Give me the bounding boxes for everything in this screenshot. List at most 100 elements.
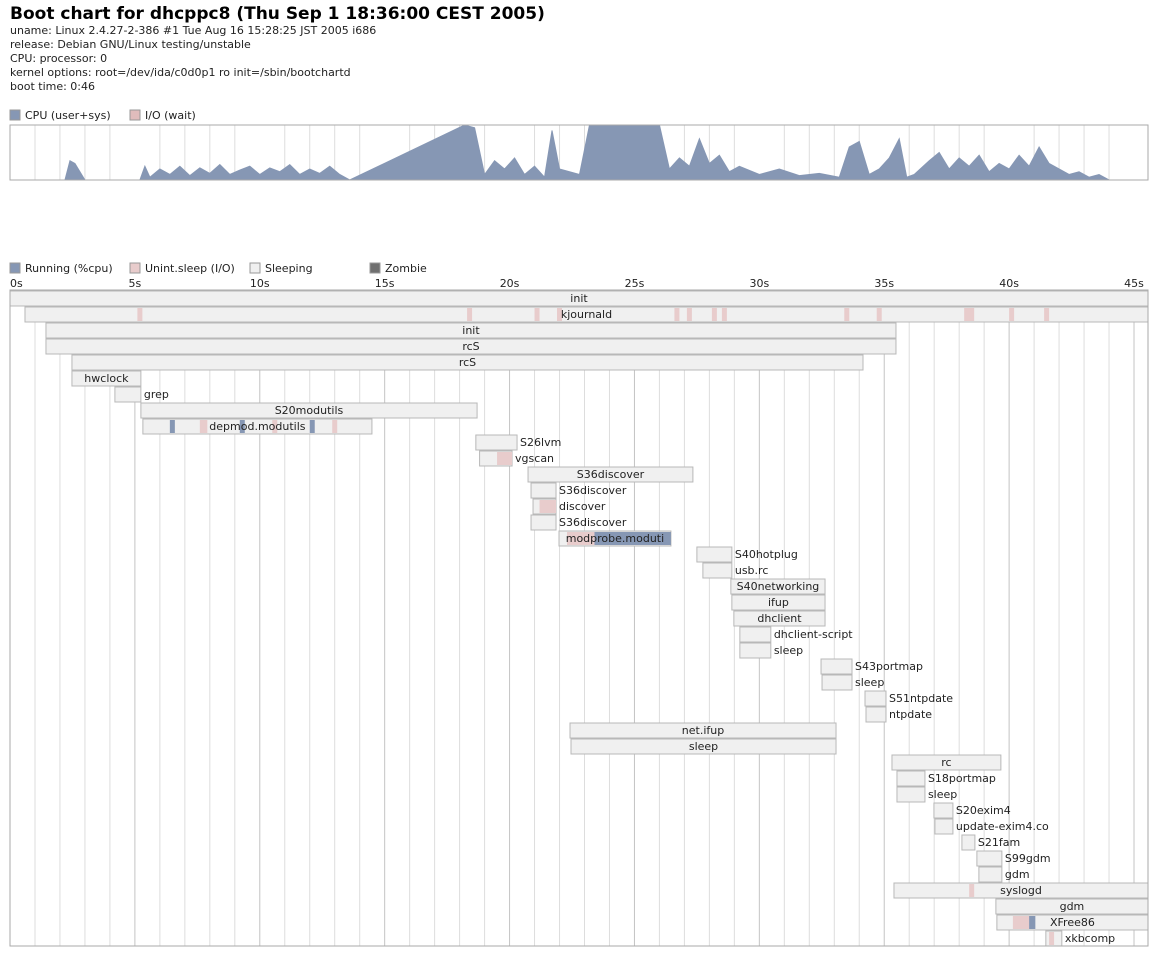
process-label: discover: [559, 500, 606, 513]
process-bar: [731, 594, 826, 611]
process-label: vgscan: [515, 452, 554, 465]
process-label: gdm: [1060, 900, 1085, 913]
process-bar: [821, 674, 853, 691]
legend-label: Running (%cpu): [25, 262, 113, 275]
process-label: net.ifup: [682, 724, 724, 737]
x-tick-label: 35s: [874, 277, 894, 290]
cpu-segment: [239, 420, 245, 433]
io-segment: [674, 308, 680, 321]
process-label: sleep: [928, 788, 957, 801]
x-tick-label: 5s: [129, 277, 142, 290]
process-label: S36discover: [559, 516, 627, 529]
legend-label: Zombie: [385, 262, 427, 275]
process-bar: [739, 626, 772, 643]
io-segment: [332, 420, 338, 433]
legend-swatch: [129, 262, 141, 274]
legend-swatch: [9, 109, 21, 121]
chart-title: Boot chart for dhcppc8 (Thu Sep 1 18:36:…: [10, 4, 545, 24]
process-label: dhclient-script: [774, 628, 853, 641]
process-bar: [978, 866, 1003, 883]
process-bar: [45, 322, 897, 339]
process-bar: [896, 786, 926, 803]
process-bar: [865, 706, 887, 723]
process-bar: [569, 722, 837, 739]
process-bar: [820, 658, 853, 675]
io-segment: [497, 452, 513, 465]
process-bar: [864, 690, 887, 707]
io-segment: [567, 532, 595, 545]
process-bar: [976, 850, 1003, 867]
process-bar: [527, 466, 694, 483]
process-bar: [730, 578, 826, 595]
legend-label: I/O (wait): [145, 109, 196, 122]
process-label: rcS: [459, 356, 476, 369]
io-segment: [964, 308, 975, 321]
x-tick-label: 45s: [1124, 277, 1144, 290]
io-segment: [721, 308, 727, 321]
x-tick-label: 20s: [500, 277, 520, 290]
process-bar: [739, 642, 772, 659]
process-label: xkbcomp: [1065, 932, 1115, 945]
header-line: uname: Linux 2.4.27-2-386 #1 Tue Aug 16 …: [10, 24, 376, 37]
io-segment: [1049, 932, 1055, 945]
process-label: S21fam: [978, 836, 1020, 849]
process-label: rcS: [462, 340, 479, 353]
header-line: CPU: processor: 0: [10, 52, 107, 65]
process-label: S36discover: [559, 484, 627, 497]
x-tick-label: 40s: [999, 277, 1019, 290]
process-label: sleep: [855, 676, 884, 689]
process-label: S20exim4: [956, 804, 1011, 817]
io-segment: [534, 308, 540, 321]
io-segment: [844, 308, 850, 321]
process-label: XFree86: [1050, 916, 1095, 929]
process-bar: [570, 738, 837, 755]
cpu-segment: [169, 420, 175, 433]
process-label: S51ntpdate: [889, 692, 953, 705]
x-tick-label: 25s: [625, 277, 645, 290]
cpu-segment: [594, 532, 671, 545]
process-label: modprobe.moduti: [566, 532, 664, 545]
header-line: kernel options: root=/dev/ida/c0d0p1 ro …: [10, 66, 351, 79]
x-tick-label: 30s: [749, 277, 769, 290]
process-bar: [702, 562, 733, 579]
io-segment: [1044, 308, 1050, 321]
process-label: dhclient: [757, 612, 802, 625]
x-tick-label: 15s: [375, 277, 395, 290]
process-bar: [896, 770, 926, 787]
legend-label: Sleeping: [265, 262, 313, 275]
process-label: S43portmap: [855, 660, 923, 673]
process-label: init: [462, 324, 480, 337]
process-bar: [475, 434, 518, 451]
plot-frame: [9, 289, 1149, 947]
header-line: release: Debian GNU/Linux testing/unstab…: [10, 38, 251, 51]
x-tick-label: 0s: [10, 277, 23, 290]
process-label: sleep: [774, 644, 803, 657]
process-bar: [140, 402, 478, 419]
process-label: S26lvm: [520, 436, 561, 449]
io-segment: [467, 308, 473, 321]
process-bar: [71, 354, 864, 371]
process-label: grep: [144, 388, 169, 401]
process-bar: [891, 754, 1002, 771]
process-label: S20modutils: [275, 404, 344, 417]
process-label: S40hotplug: [735, 548, 798, 561]
process-bar: [696, 546, 733, 563]
process-label: rc: [941, 756, 951, 769]
process-bar: [45, 338, 897, 355]
process-label: ntpdate: [889, 708, 932, 721]
process-label: S18portmap: [928, 772, 996, 785]
cpu-segment: [309, 420, 315, 433]
process-label: ifup: [768, 596, 789, 609]
process-bar: [934, 818, 954, 835]
legend-swatch: [249, 262, 261, 274]
process-bar: [961, 834, 976, 851]
process-label: usb.rc: [735, 564, 769, 577]
plot-frame: [9, 289, 1149, 947]
process-bar: [114, 386, 142, 403]
process-label: hwclock: [84, 372, 129, 385]
process-bar: [530, 514, 557, 531]
io-segment: [686, 308, 692, 321]
header-line: boot time: 0:46: [10, 80, 95, 93]
